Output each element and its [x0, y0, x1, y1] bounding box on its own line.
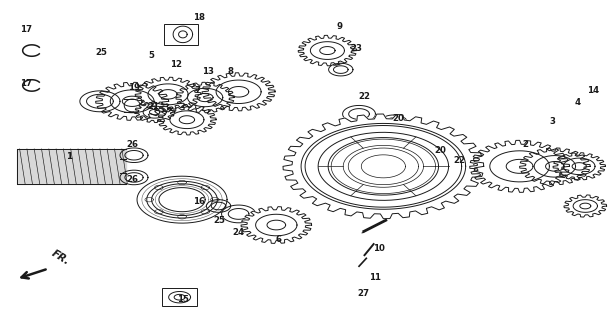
Text: 9: 9 [337, 22, 343, 31]
Text: 23: 23 [350, 44, 362, 53]
Text: 18: 18 [193, 13, 205, 22]
Text: 24: 24 [233, 228, 244, 237]
Polygon shape [176, 82, 235, 113]
Text: 20: 20 [434, 146, 447, 155]
Polygon shape [202, 73, 275, 111]
Bar [164, 24, 199, 45]
Text: 25: 25 [96, 48, 108, 57]
Text: 5: 5 [148, 51, 155, 60]
Text: 2: 2 [522, 140, 529, 148]
Text: 16: 16 [193, 197, 205, 206]
Polygon shape [298, 35, 357, 66]
Polygon shape [241, 207, 312, 244]
Polygon shape [158, 105, 216, 135]
Text: 14: 14 [587, 86, 599, 95]
Text: 12: 12 [170, 60, 182, 69]
Text: 13: 13 [202, 67, 214, 76]
Text: 26: 26 [126, 174, 138, 184]
Polygon shape [519, 148, 590, 185]
Text: 10: 10 [373, 244, 384, 253]
Polygon shape [96, 82, 169, 120]
Polygon shape [135, 77, 201, 111]
Text: 22: 22 [359, 92, 370, 101]
Text: 1: 1 [67, 152, 73, 161]
Text: 26: 26 [126, 140, 138, 148]
Text: 27: 27 [358, 289, 370, 298]
Polygon shape [553, 153, 606, 180]
Text: 11: 11 [369, 273, 381, 282]
Text: 4: 4 [575, 99, 581, 108]
Text: 7: 7 [195, 86, 201, 95]
Text: 22: 22 [453, 156, 466, 164]
Text: 6: 6 [275, 235, 281, 244]
Text: FR.: FR. [49, 248, 71, 267]
Text: 19: 19 [128, 83, 140, 92]
Polygon shape [470, 140, 569, 192]
Bar [162, 288, 197, 306]
Text: 17: 17 [20, 25, 32, 35]
Text: 17: 17 [20, 79, 32, 88]
Text: 20: 20 [392, 114, 404, 123]
Polygon shape [564, 195, 607, 217]
Text: 8: 8 [228, 67, 233, 76]
Text: 21: 21 [147, 101, 159, 111]
Text: 25: 25 [213, 216, 225, 225]
Text: 3: 3 [549, 117, 555, 126]
Polygon shape [283, 114, 484, 219]
Polygon shape [134, 102, 175, 123]
Text: 15: 15 [177, 295, 189, 304]
